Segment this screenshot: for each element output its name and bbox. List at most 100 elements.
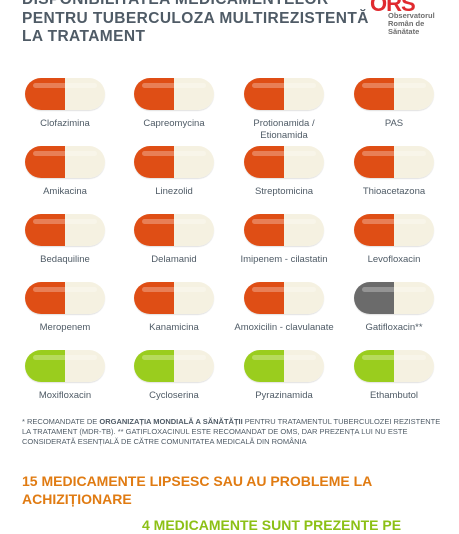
capsule-cream-half bbox=[65, 146, 105, 178]
pill-item: Moxifloxacin bbox=[10, 350, 120, 402]
footnote: * RECOMANDATE DE ORGANIZAȚIA MONDIALĂ A … bbox=[22, 417, 442, 447]
pill-item: PAS bbox=[339, 78, 449, 130]
capsule-icon bbox=[244, 78, 324, 110]
pill-item: Clofazimina bbox=[10, 78, 120, 130]
title-line-2: PENTRU TUBERCULOZA MULTIREZISTENTĂ bbox=[22, 9, 369, 27]
capsule-icon bbox=[354, 214, 434, 246]
capsule-colored-half bbox=[134, 146, 174, 178]
capsule-shine bbox=[142, 151, 206, 156]
pill-label: Amikacina bbox=[43, 186, 87, 197]
ors-logo: ORS Observatorul Român de Sănătate bbox=[370, 0, 455, 40]
logo-line-2: Român de bbox=[388, 19, 425, 28]
capsule-colored-half bbox=[354, 78, 394, 110]
capsule-colored-half bbox=[134, 214, 174, 246]
pill-item: Levofloxacin bbox=[339, 214, 449, 266]
capsule-icon bbox=[354, 78, 434, 110]
capsule-icon bbox=[354, 350, 434, 382]
capsule-colored-half bbox=[244, 350, 284, 382]
capsule-shine bbox=[252, 83, 316, 88]
capsule-icon bbox=[244, 146, 324, 178]
pill-label: PAS bbox=[384, 118, 404, 129]
capsule-shine bbox=[362, 287, 426, 292]
pill-item: Ethambutol bbox=[339, 350, 449, 402]
capsule-cream-half bbox=[394, 282, 434, 314]
capsule-icon bbox=[25, 214, 105, 246]
capsule-cream-half bbox=[174, 146, 214, 178]
title-line-1: DISPONIBILITATEA MEDICAMENTELOR* bbox=[22, 0, 377, 10]
capsule-cream-half bbox=[284, 214, 324, 246]
pill-item: Pyrazinamida bbox=[229, 350, 339, 402]
capsule-icon bbox=[134, 350, 214, 382]
capsule-shine bbox=[252, 151, 316, 156]
ors-logo-mark: ORS bbox=[370, 0, 440, 14]
pill-label: Delamanid bbox=[151, 254, 197, 265]
pill-label: Cycloserina bbox=[149, 390, 199, 401]
summary-missing: 15 MEDICAMENTE LIPSESC SAU AU PROBLEME L… bbox=[22, 473, 372, 507]
pill-label: Ethambutol bbox=[369, 390, 419, 401]
capsule-icon bbox=[25, 146, 105, 178]
logo-line-1: Observatorul bbox=[388, 11, 435, 20]
pill-label: Moxifloxacin bbox=[38, 390, 92, 401]
capsule-shine bbox=[252, 287, 316, 292]
page-title: DISPONIBILITATEA MEDICAMENTELOR* PENTRU … bbox=[22, 0, 377, 47]
capsule-colored-half bbox=[134, 282, 174, 314]
capsule-shine bbox=[362, 219, 426, 224]
capsule-colored-half bbox=[25, 146, 65, 178]
capsule-shine bbox=[33, 287, 97, 292]
pill-item: Gatifloxacin** bbox=[339, 282, 449, 334]
capsule-colored-half bbox=[25, 214, 65, 246]
title-line-3: LA TRATAMENT bbox=[22, 28, 146, 45]
pill-label: Clofazimina bbox=[40, 118, 90, 129]
capsule-cream-half bbox=[174, 214, 214, 246]
pill-label: Amoxicilin - clavulanate bbox=[234, 322, 334, 333]
capsule-cream-half bbox=[65, 78, 105, 110]
capsule-shine bbox=[33, 83, 97, 88]
capsule-icon bbox=[25, 78, 105, 110]
pill-item: Cycloserina bbox=[119, 350, 229, 402]
capsule-cream-half bbox=[284, 282, 324, 314]
capsule-shine bbox=[252, 219, 316, 224]
capsule-shine bbox=[362, 151, 426, 156]
capsule-cream-half bbox=[394, 350, 434, 382]
capsule-shine bbox=[142, 355, 206, 360]
pill-label: Protionamida / Etionamida bbox=[253, 118, 315, 141]
capsule-colored-half bbox=[134, 78, 174, 110]
capsule-colored-half bbox=[354, 350, 394, 382]
pill-item: Capreomycina bbox=[119, 78, 229, 130]
pill-label: Imipenem - cilastatin bbox=[240, 254, 328, 265]
pill-item: Linezolid bbox=[119, 146, 229, 198]
pill-item: Amikacina bbox=[10, 146, 120, 198]
capsule-icon bbox=[134, 78, 214, 110]
logo-text: Observatorul Român de Sănătate bbox=[388, 12, 454, 36]
capsule-icon bbox=[244, 214, 324, 246]
capsule-cream-half bbox=[174, 282, 214, 314]
summary-present: 4 MEDICAMENTE SUNT PREZENTE PE bbox=[142, 517, 402, 533]
capsule-colored-half bbox=[244, 214, 284, 246]
capsule-icon bbox=[134, 146, 214, 178]
capsule-shine bbox=[33, 355, 97, 360]
pill-item: Amoxicilin - clavulanate bbox=[229, 282, 339, 334]
capsule-cream-half bbox=[174, 78, 214, 110]
capsule-shine bbox=[33, 151, 97, 156]
capsule-colored-half bbox=[25, 282, 65, 314]
pill-item: Imipenem - cilastatin bbox=[229, 214, 339, 266]
capsule-cream-half bbox=[284, 350, 324, 382]
logo-line-3: Sănătate bbox=[388, 27, 420, 36]
capsule-shine bbox=[142, 287, 206, 292]
pill-item: Protionamida / Etionamida bbox=[229, 78, 339, 142]
pill-label: Bedaquiline bbox=[40, 254, 90, 265]
pill-label: Meropenem bbox=[39, 322, 91, 333]
capsule-icon bbox=[244, 350, 324, 382]
capsule-shine bbox=[142, 219, 206, 224]
pill-item: Bedaquiline bbox=[10, 214, 120, 266]
capsule-cream-half bbox=[284, 146, 324, 178]
capsule-icon bbox=[134, 214, 214, 246]
capsule-shine bbox=[142, 83, 206, 88]
capsule-icon bbox=[354, 146, 434, 178]
pill-label: Kanamicina bbox=[149, 322, 199, 333]
pill-item: Thioacetazona bbox=[339, 146, 449, 198]
capsule-cream-half bbox=[65, 350, 105, 382]
pill-item: Meropenem bbox=[10, 282, 120, 334]
pill-item: Kanamicina bbox=[119, 282, 229, 334]
footnote-bold: ORGANIZAȚIA MONDIALĂ A SĂNĂTĂȚII bbox=[99, 417, 243, 426]
